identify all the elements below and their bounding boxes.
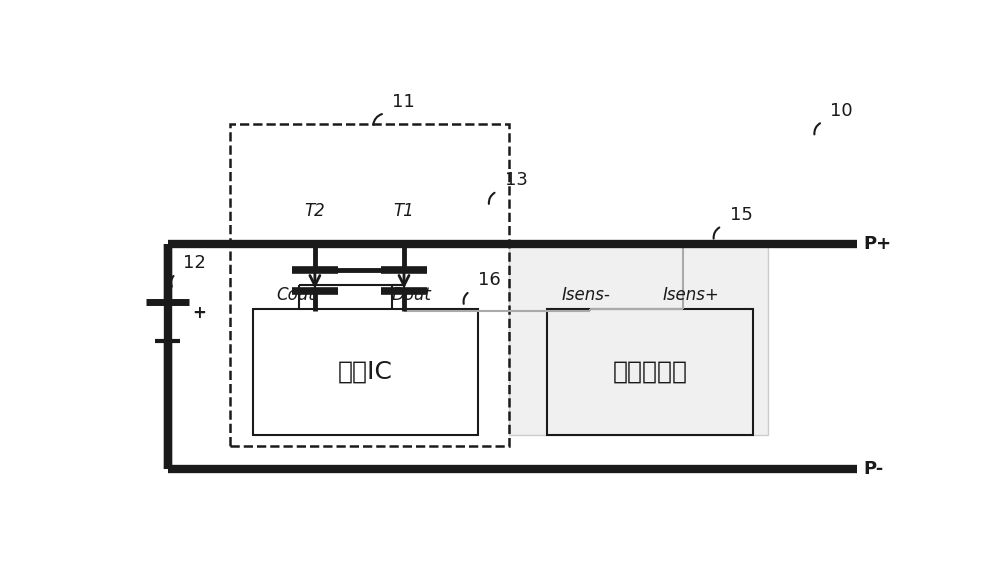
Text: 电池电量计: 电池电量计 (613, 360, 688, 384)
Bar (230, 124, 509, 446)
Text: 控刻IC: 控刻IC (338, 360, 393, 384)
Text: 10: 10 (830, 102, 853, 120)
Bar (509, 244, 768, 435)
Text: Isens+: Isens+ (662, 287, 719, 305)
Text: 11: 11 (392, 93, 415, 111)
Text: Dout: Dout (392, 287, 432, 305)
Bar (547, 309, 753, 435)
Bar (253, 309, 478, 435)
Text: 15: 15 (730, 206, 752, 224)
Text: T1: T1 (394, 202, 414, 219)
Text: P-: P- (864, 460, 884, 478)
Text: 12: 12 (183, 254, 206, 272)
Text: Cout: Cout (276, 287, 315, 305)
Text: 13: 13 (505, 171, 528, 190)
Text: P+: P+ (864, 235, 892, 253)
Text: Isens-: Isens- (562, 287, 611, 305)
Text: 16: 16 (478, 271, 500, 289)
Text: T2: T2 (304, 202, 325, 219)
Text: +: + (192, 304, 206, 322)
